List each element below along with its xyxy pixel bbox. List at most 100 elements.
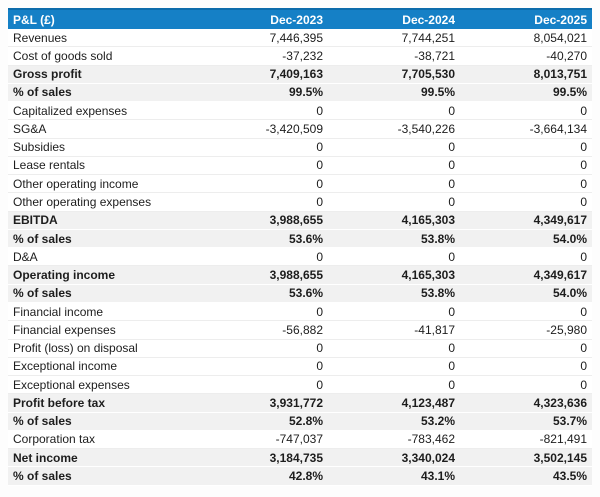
cell-value: 0 xyxy=(460,156,592,176)
cell-value: 99.5% xyxy=(196,83,328,103)
cell-value: 0 xyxy=(460,376,592,395)
cell-value: 4,349,617 xyxy=(460,266,592,285)
table-row: % of sales 52.8% 53.2% 53.7% xyxy=(8,412,592,431)
row-label: Other operating income xyxy=(8,175,196,194)
table-row: SG&A -3,420,509 -3,540,226 -3,664,134 xyxy=(8,120,592,139)
cell-value: 3,340,024 xyxy=(328,449,460,468)
cell-value: -3,540,226 xyxy=(328,120,460,139)
row-label: Financial expenses xyxy=(8,321,196,340)
cell-value: -3,664,134 xyxy=(460,120,592,139)
cell-value: -38,721 xyxy=(328,47,460,66)
cell-value: -56,882 xyxy=(196,321,328,340)
cell-value: 0 xyxy=(460,102,592,121)
row-label: Gross profit xyxy=(8,65,196,84)
cell-value: 0 xyxy=(196,156,328,176)
cell-value: 0 xyxy=(328,302,460,322)
cell-value: -25,980 xyxy=(460,321,592,340)
row-label: Profit before tax xyxy=(8,394,196,413)
table-row: Operating income 3,988,655 4,165,303 4,349,… xyxy=(8,266,592,285)
cell-value: 0 xyxy=(328,175,460,194)
row-label: Profit (loss) on disposal xyxy=(8,339,196,358)
cell-value: 0 xyxy=(460,357,592,377)
cell-value: 3,184,735 xyxy=(196,449,328,468)
row-label: Cost of goods sold xyxy=(8,47,196,66)
cell-value: 52.8% xyxy=(196,412,328,431)
cell-value: 42.8% xyxy=(196,467,328,486)
table-row: Lease rentals 0 0 0 xyxy=(8,156,592,176)
row-label: SG&A xyxy=(8,120,196,139)
cell-value: 53.7% xyxy=(460,412,592,431)
cell-value: 4,123,487 xyxy=(328,394,460,413)
cell-value: 0 xyxy=(460,175,592,194)
cell-value: 43.1% xyxy=(328,467,460,486)
row-label: Lease rentals xyxy=(8,156,196,176)
cell-value: 99.5% xyxy=(328,83,460,103)
header-pnl-currency: P&L (£) xyxy=(8,8,196,29)
cell-value: 0 xyxy=(328,138,460,157)
cell-value: 0 xyxy=(196,302,328,322)
table-row: Other operating income 0 0 0 xyxy=(8,175,592,194)
cell-value: 4,349,617 xyxy=(460,211,592,230)
cell-value: 0 xyxy=(328,156,460,176)
table-row: Net income 3,184,735 3,340,024 3,502,145 xyxy=(8,449,592,468)
row-label: Other operating expenses xyxy=(8,193,196,212)
cell-value: 0 xyxy=(196,339,328,358)
row-label: Net income xyxy=(8,449,196,468)
cell-value: 0 xyxy=(196,193,328,212)
table-row: % of sales 53.6% 53.8% 54.0% xyxy=(8,229,592,249)
cell-value: 54.0% xyxy=(460,284,592,303)
header-col-dec-2025: Dec-2025 xyxy=(460,8,592,29)
cell-value: 53.6% xyxy=(196,284,328,303)
cell-value: 0 xyxy=(460,302,592,322)
cell-value: 53.8% xyxy=(328,284,460,303)
cell-value: 0 xyxy=(196,175,328,194)
cell-value: 0 xyxy=(460,193,592,212)
cell-value: 0 xyxy=(196,248,328,267)
pnl-table: P&L (£) Dec-2023 Dec-2024 Dec-2025 Reven… xyxy=(8,8,592,486)
cell-value: 53.8% xyxy=(328,229,460,249)
table-row: Other operating expenses 0 0 0 xyxy=(8,193,592,212)
row-label: D&A xyxy=(8,248,196,267)
cell-value: 3,502,145 xyxy=(460,449,592,468)
table-row: EBITDA 3,988,655 4,165,303 4,349,617 xyxy=(8,211,592,230)
table-row: % of sales 42.8% 43.1% 43.5% xyxy=(8,467,592,486)
cell-value: -37,232 xyxy=(196,47,328,66)
cell-value: -783,462 xyxy=(328,430,460,450)
cell-value: 0 xyxy=(196,357,328,377)
row-label: Exceptional expenses xyxy=(8,376,196,395)
cell-value: -40,270 xyxy=(460,47,592,66)
cell-value: 0 xyxy=(196,138,328,157)
cell-value: 43.5% xyxy=(460,467,592,486)
cell-value: 4,323,636 xyxy=(460,394,592,413)
table-row: Exceptional expenses 0 0 0 xyxy=(8,376,592,395)
header-row: P&L (£) Dec-2023 Dec-2024 Dec-2025 xyxy=(8,8,592,29)
row-label: % of sales xyxy=(8,229,196,249)
cell-value: 0 xyxy=(460,339,592,358)
cell-value: 4,165,303 xyxy=(328,266,460,285)
table-row: Corporation tax -747,037 -783,462 -821,491 xyxy=(8,430,592,450)
table-row: Capitalized expenses 0 0 0 xyxy=(8,102,592,121)
table-header: P&L (£) Dec-2023 Dec-2024 Dec-2025 xyxy=(8,8,592,29)
table-row: Financial expenses -56,882 -41,817 -25,980 xyxy=(8,321,592,340)
cell-value: 7,744,251 xyxy=(328,29,460,48)
table-row: Gross profit 7,409,163 7,705,530 8,013,751 xyxy=(8,65,592,84)
cell-value: 0 xyxy=(328,357,460,377)
table-row: D&A 0 0 0 xyxy=(8,248,592,267)
cell-value: 0 xyxy=(328,376,460,395)
cell-value: 0 xyxy=(460,138,592,157)
cell-value: 54.0% xyxy=(460,229,592,249)
cell-value: 7,705,530 xyxy=(328,65,460,84)
table-row: Profit before tax 3,931,772 4,123,487 4,323… xyxy=(8,394,592,413)
cell-value: -3,420,509 xyxy=(196,120,328,139)
cell-value: 0 xyxy=(196,376,328,395)
row-label: Operating income xyxy=(8,266,196,285)
header-col-dec-2024: Dec-2024 xyxy=(328,8,460,29)
cell-value: 53.6% xyxy=(196,229,328,249)
cell-value: 7,446,395 xyxy=(196,29,328,48)
table-row: Exceptional income 0 0 0 xyxy=(8,357,592,377)
cell-value: 0 xyxy=(328,102,460,121)
cell-value: 0 xyxy=(328,248,460,267)
cell-value: 0 xyxy=(328,193,460,212)
cell-value: -821,491 xyxy=(460,430,592,450)
